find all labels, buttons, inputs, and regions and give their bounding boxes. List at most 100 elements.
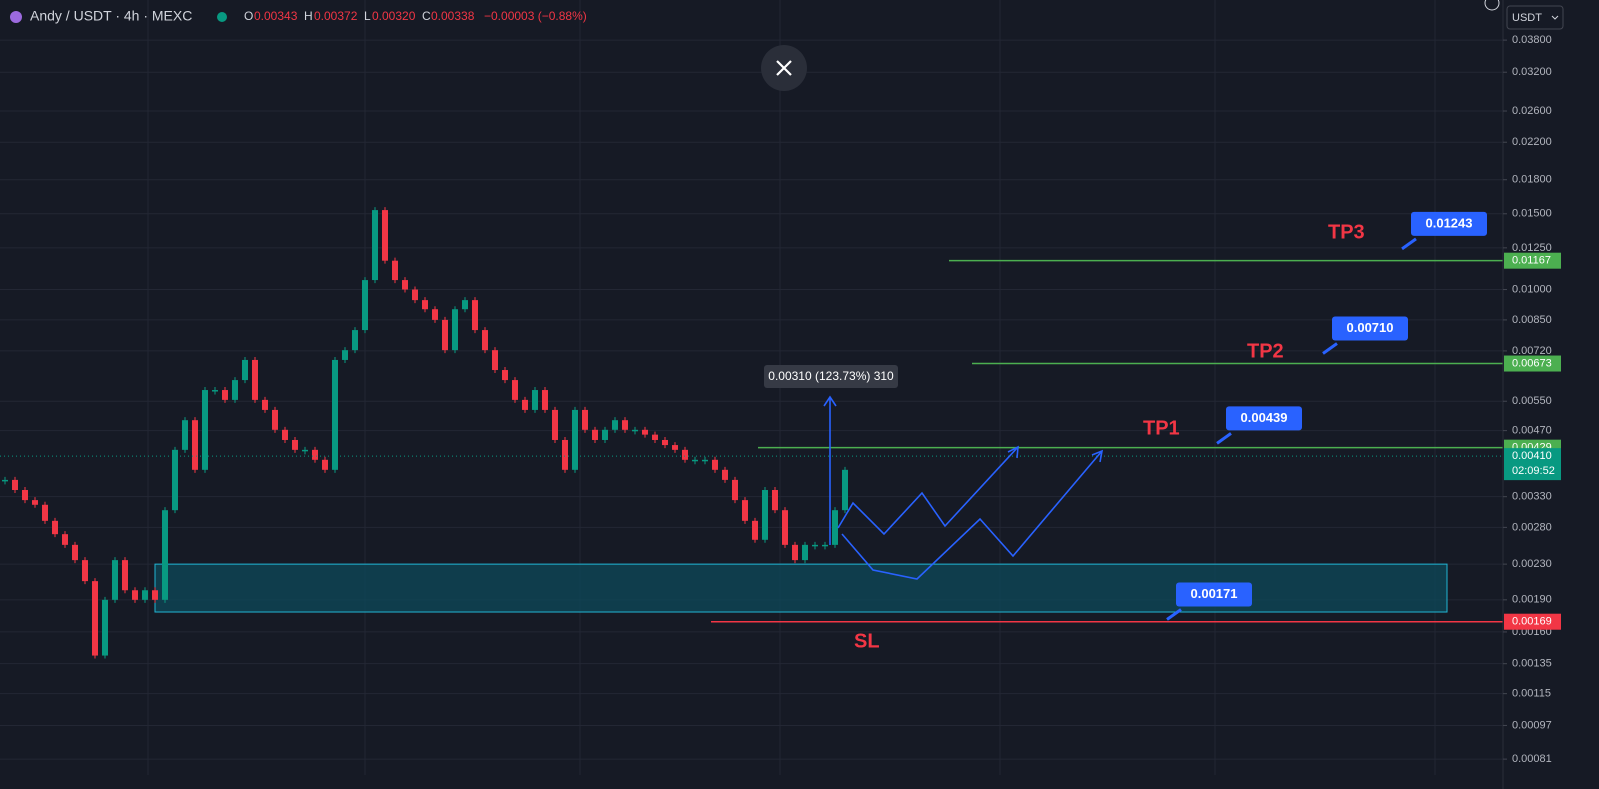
y-tick-label: 0.00190 [1512, 594, 1552, 606]
callout-pointer [1401, 237, 1417, 251]
candle [772, 490, 778, 511]
candle [412, 289, 418, 301]
candle [92, 581, 98, 656]
annotation: SL [854, 630, 880, 652]
axis-tags: 0.011670.006730.004290.0041002:09:520.00… [1504, 252, 1561, 630]
annotation: TP1 [1143, 417, 1180, 439]
price-tag [1504, 355, 1561, 372]
candle [232, 380, 238, 400]
candle [272, 409, 278, 430]
zigzag [837, 446, 1019, 536]
zone [154, 563, 1448, 613]
y-tick-label: 0.01000 [1512, 283, 1552, 295]
symbol: Andy / USDT · 4h · MEXC [30, 8, 192, 24]
candle [72, 544, 78, 561]
candle [52, 520, 58, 535]
candle [482, 330, 488, 351]
candle [472, 300, 478, 331]
measure-label: 0.00310 (123.73%) 310 [768, 369, 894, 383]
countdown: 02:09:52 [1512, 465, 1555, 477]
currency-button[interactable] [1506, 5, 1564, 30]
price-axis [1503, 0, 1599, 789]
candle [32, 500, 38, 505]
price-tag-label: 0.00169 [1512, 616, 1552, 628]
candle [242, 359, 248, 381]
y-tick-label: 0.00135 [1512, 658, 1552, 670]
candle [442, 319, 448, 351]
candle [212, 390, 218, 392]
ohlc-value: 0.00372 [314, 9, 358, 23]
candle [62, 534, 68, 545]
ohlc-value: 0.00320 [372, 9, 416, 23]
candle [552, 409, 558, 440]
candle [722, 469, 728, 480]
plot: 0.01243 0.00710 0.00439 0.00171 TP3 TP2 TP1 SL [0, 39, 1503, 760]
close-button[interactable] [761, 45, 807, 91]
y-tick-label: 0.00097 [1512, 719, 1552, 731]
currency[interactable]: USDT [1512, 12, 1542, 24]
candle [182, 420, 188, 450]
candle [2, 479, 8, 482]
candle [222, 390, 228, 400]
candle [692, 459, 698, 462]
y-tick-label: 0.03800 [1512, 34, 1552, 46]
candle [782, 510, 788, 545]
callout-pointer [1322, 342, 1338, 355]
axis-labels: 0.03800 0.03200 0.02600 0.02200 0.01800 0.015… [1503, 34, 1552, 765]
candle [112, 560, 118, 600]
candle [742, 500, 748, 521]
candle [312, 449, 318, 460]
ohlc-key: O [244, 9, 253, 23]
add-button[interactable] [1484, 0, 1500, 11]
candle [162, 510, 168, 600]
candle [282, 429, 288, 440]
candle [802, 544, 808, 561]
y-tick-label: 0.01250 [1512, 242, 1552, 254]
candle [22, 490, 28, 501]
y-tick-label: 0.01800 [1512, 174, 1552, 186]
candle [672, 445, 678, 450]
y-tick-label: 0.00230 [1512, 558, 1552, 570]
callout-label: 0.00171 [1191, 586, 1238, 601]
callout-box [1226, 406, 1302, 431]
candle [82, 560, 88, 582]
candle [702, 459, 708, 462]
candle [822, 544, 828, 547]
candle [462, 300, 468, 310]
candle [842, 469, 848, 511]
candle [192, 420, 198, 470]
y-tick-label: 0.02600 [1512, 105, 1552, 117]
candle [662, 439, 668, 446]
price-tag-label: 0.00410 [1512, 450, 1552, 462]
candle [292, 439, 298, 450]
candle [252, 359, 258, 400]
candle [132, 590, 138, 600]
candle [452, 309, 458, 351]
callout-label: 0.00710 [1347, 320, 1394, 335]
price-tag [1504, 448, 1561, 481]
candle [202, 390, 208, 470]
candle [572, 409, 578, 470]
close-icon[interactable] [776, 60, 792, 76]
ohlc-key: H [304, 9, 313, 23]
candle [562, 439, 568, 470]
candle [522, 399, 528, 410]
candle [362, 280, 368, 331]
candle [152, 590, 158, 600]
candle [352, 330, 358, 351]
candle [712, 459, 718, 470]
ohlc-value: 0.00338 [431, 9, 475, 23]
arrow-head [1007, 445, 1019, 459]
candle [502, 370, 508, 381]
candle [342, 350, 348, 360]
candle [752, 520, 758, 540]
dropdown-icon[interactable] [1551, 15, 1559, 20]
annotation: TP2 [1247, 340, 1284, 362]
candle [322, 459, 328, 470]
callout-label: 0.00439 [1241, 410, 1288, 425]
price-tag [1504, 252, 1561, 269]
candle [372, 210, 378, 281]
candle [622, 420, 628, 430]
